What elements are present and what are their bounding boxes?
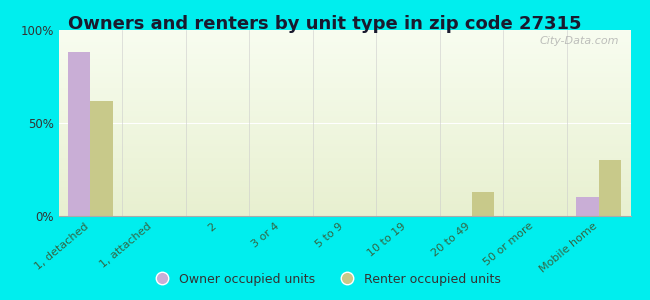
Bar <box>68 52 90 216</box>
Bar <box>599 160 621 216</box>
Legend: Owner occupied units, Renter occupied units: Owner occupied units, Renter occupied un… <box>144 268 506 291</box>
Bar <box>577 197 599 216</box>
Bar <box>472 192 494 216</box>
Text: City-Data.com: City-Data.com <box>540 36 619 46</box>
Bar <box>90 101 112 216</box>
Text: Owners and renters by unit type in zip code 27315: Owners and renters by unit type in zip c… <box>68 15 582 33</box>
